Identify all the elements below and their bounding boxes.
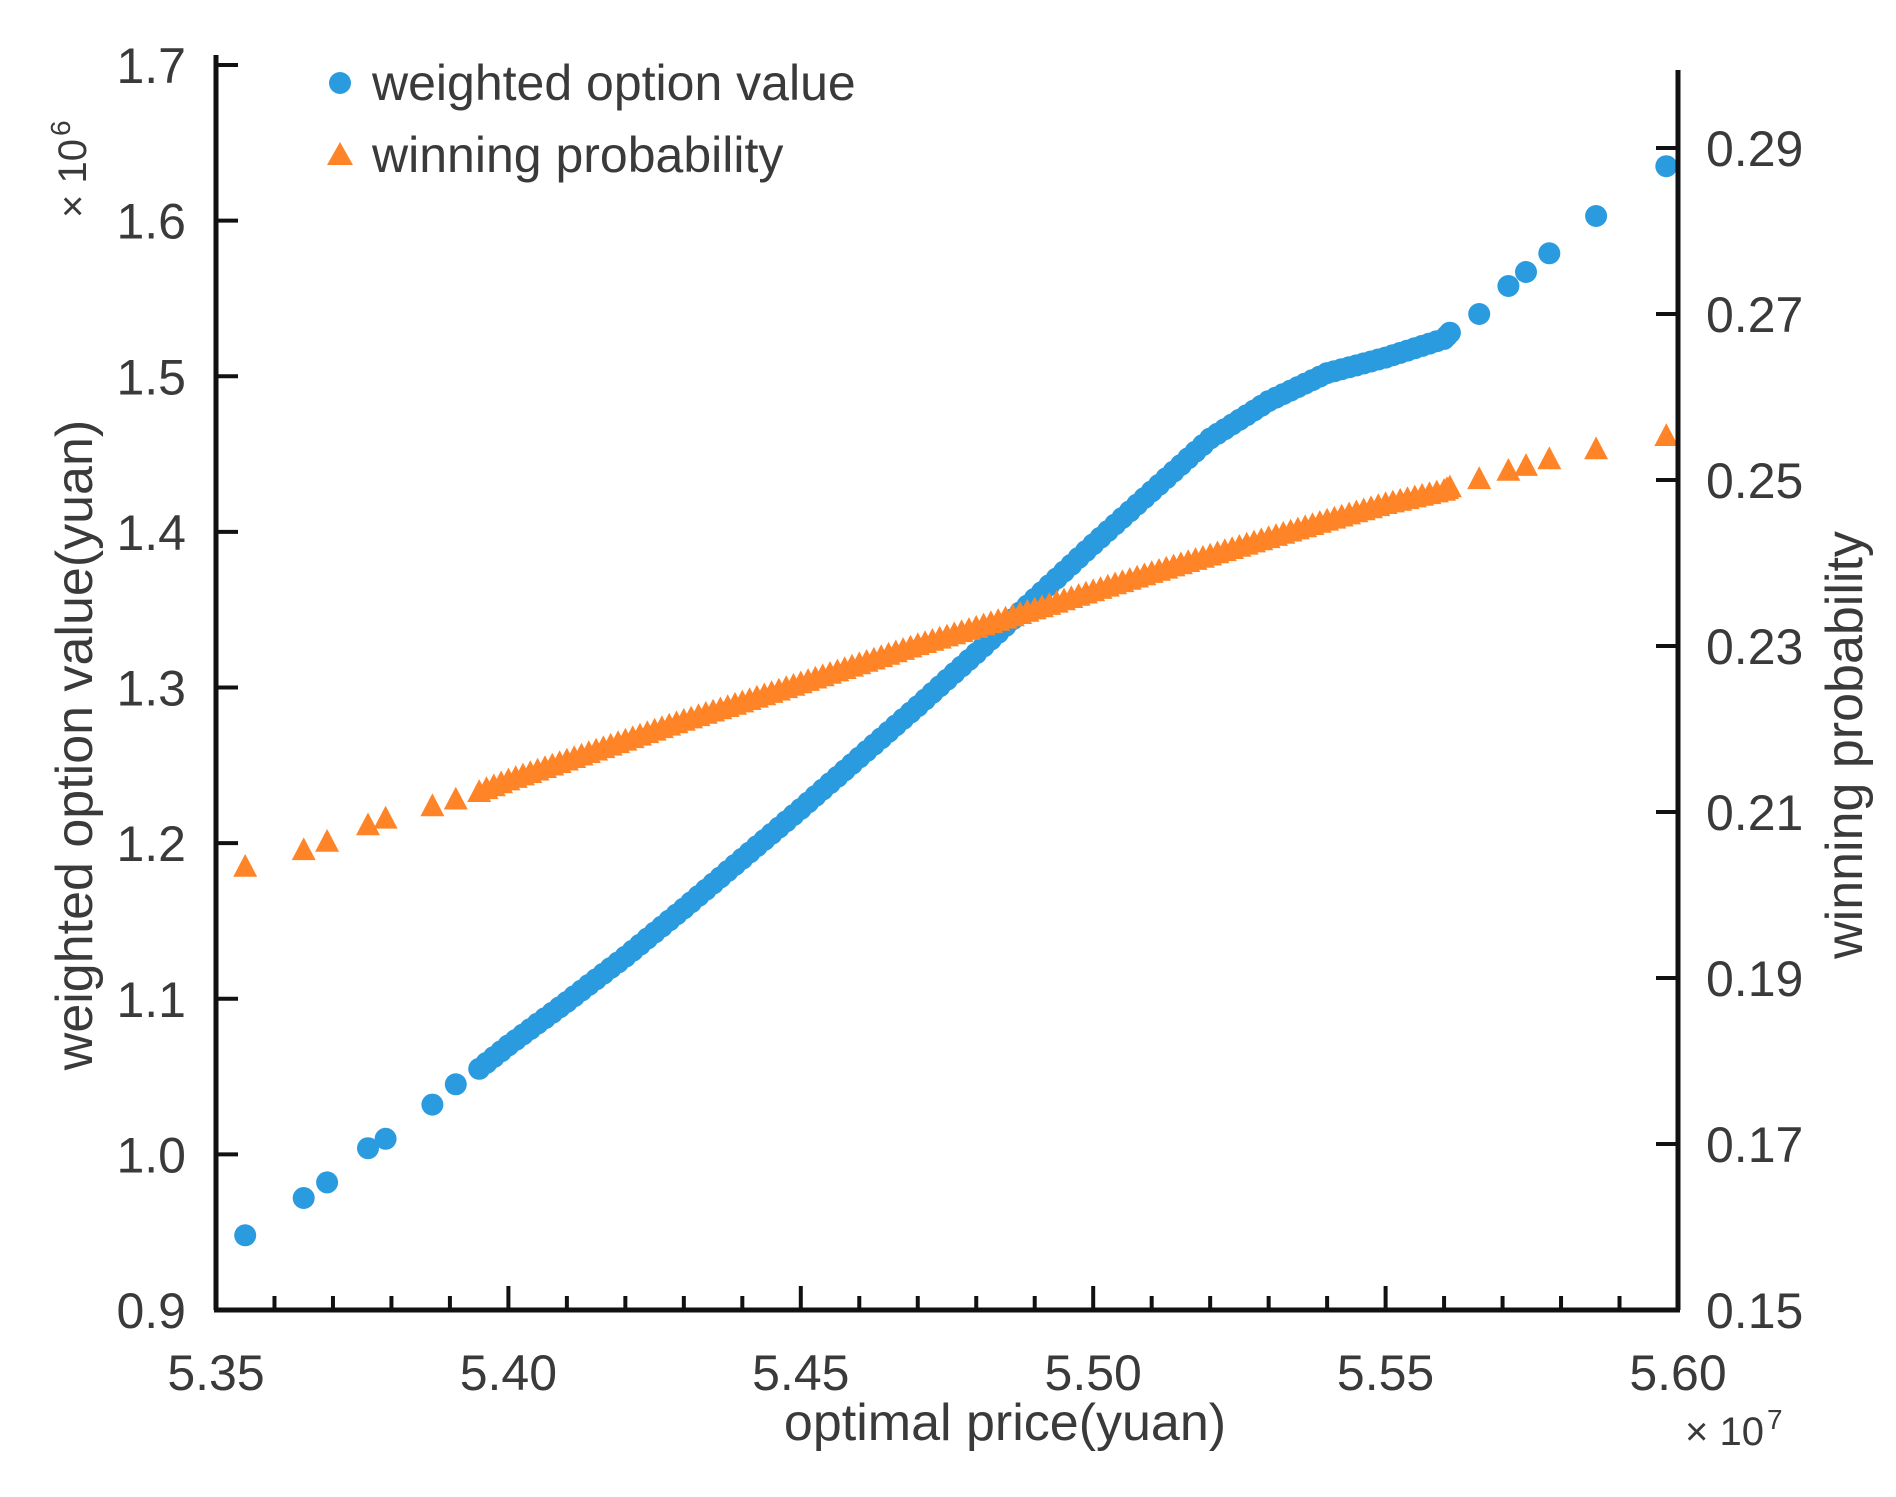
winning-probability-point [233, 854, 258, 877]
x-multiplier-text: × 10 [1685, 1410, 1764, 1454]
weighted-option-value-point [421, 1093, 444, 1116]
right-y-tick-label: 0.21 [1706, 785, 1803, 841]
weighted-option-value-point [316, 1171, 339, 1194]
weighted-option-value-point [357, 1137, 379, 1160]
series-layer [233, 155, 1679, 1247]
x-multiplier-exponent: 7 [1767, 1404, 1783, 1435]
winning-probability-point [443, 786, 468, 810]
winning-probability-point [1537, 446, 1562, 470]
right-y-tick-label: 0.17 [1706, 1117, 1803, 1173]
right-y-tick-label: 0.23 [1706, 619, 1803, 675]
left-y-tick-label: 0.9 [116, 1283, 186, 1339]
legend-marker-weighted-option-value [329, 72, 351, 94]
plot-area: 5.35 5.40 5.45 5.50 5.55 5.60 0.9 1.0 1.1 1.2 1.3 1… [116, 38, 1803, 1401]
winning-probability-point [1514, 453, 1538, 476]
left-y-multiplier: × 10 6 [45, 120, 95, 218]
winning-probability-point [315, 829, 340, 852]
right-y-tick-label: 0.27 [1706, 287, 1803, 343]
weighted-option-value-point [292, 1187, 315, 1209]
ticks-layer: 5.35 5.40 5.45 5.50 5.55 5.60 0.9 1.0 1.1 1.2 1.3 1… [116, 38, 1803, 1401]
legend-label-winning-probability: winning probability [371, 127, 783, 183]
left-y-tick-label: 1.5 [116, 349, 186, 405]
weighted-option-value-point [444, 1073, 467, 1096]
winning-probability-point [1496, 458, 1521, 481]
right-y-tick-label: 0.19 [1706, 951, 1803, 1007]
right-y-axis-title: winning probability [1816, 531, 1874, 960]
x-multiplier: × 10 7 [1685, 1404, 1783, 1454]
left-y-tick-label: 1.1 [116, 972, 186, 1028]
right-y-tick-label: 0.29 [1706, 121, 1803, 177]
winning-probability-point [1584, 436, 1609, 460]
weighted-option-value-point [1497, 275, 1520, 297]
left-y-tick-label: 1.7 [116, 38, 186, 94]
winning-probability-point [356, 812, 380, 836]
winning-probability-point [373, 805, 398, 829]
x-tick-label: 5.50 [1045, 1345, 1142, 1401]
winning-probability-point [1437, 474, 1462, 498]
left-y-tick-label: 1.3 [116, 661, 186, 717]
left-y-multiplier-exponent: 6 [45, 120, 76, 136]
weighted-option-value-point [1538, 242, 1561, 265]
weighted-option-value-point [1438, 321, 1461, 344]
weighted-option-value-point [1515, 261, 1537, 283]
weighted-option-value-point [374, 1127, 397, 1150]
left-y-tick-label: 1.0 [116, 1127, 186, 1183]
right-y-tick-label: 0.25 [1706, 453, 1803, 509]
winning-probability-point [420, 793, 445, 817]
weighted-option-value-point [1468, 303, 1491, 325]
legend-label-weighted-option-value: weighted option value [371, 55, 856, 111]
x-axis-title: optimal price(yuan) [784, 1394, 1226, 1452]
weighted-option-value-point [1585, 205, 1608, 227]
left-y-multiplier-text: × 10 [51, 139, 95, 218]
left-y-tick-label: 1.6 [116, 194, 186, 250]
x-tick-label: 5.60 [1629, 1345, 1726, 1401]
winning-probability-point [291, 837, 316, 861]
weighted-option-value-point [234, 1224, 257, 1247]
left-y-axis-title: weighted option value(yuan) [46, 420, 104, 1071]
winning-probability-point [1654, 423, 1679, 446]
legend: weighted option value winning probabilit… [327, 55, 856, 183]
left-y-tick-label: 1.2 [116, 816, 186, 872]
left-y-tick-label: 1.4 [116, 505, 186, 561]
x-tick-label: 5.40 [460, 1345, 557, 1401]
x-tick-label: 5.45 [752, 1345, 849, 1401]
x-tick-label: 5.35 [167, 1345, 264, 1401]
x-tick-label: 5.55 [1337, 1345, 1434, 1401]
legend-marker-winning-probability [327, 142, 353, 165]
winning-probability-point [1467, 466, 1492, 490]
weighted-option-value-point [1655, 155, 1678, 178]
right-y-tick-label: 0.15 [1706, 1283, 1803, 1339]
